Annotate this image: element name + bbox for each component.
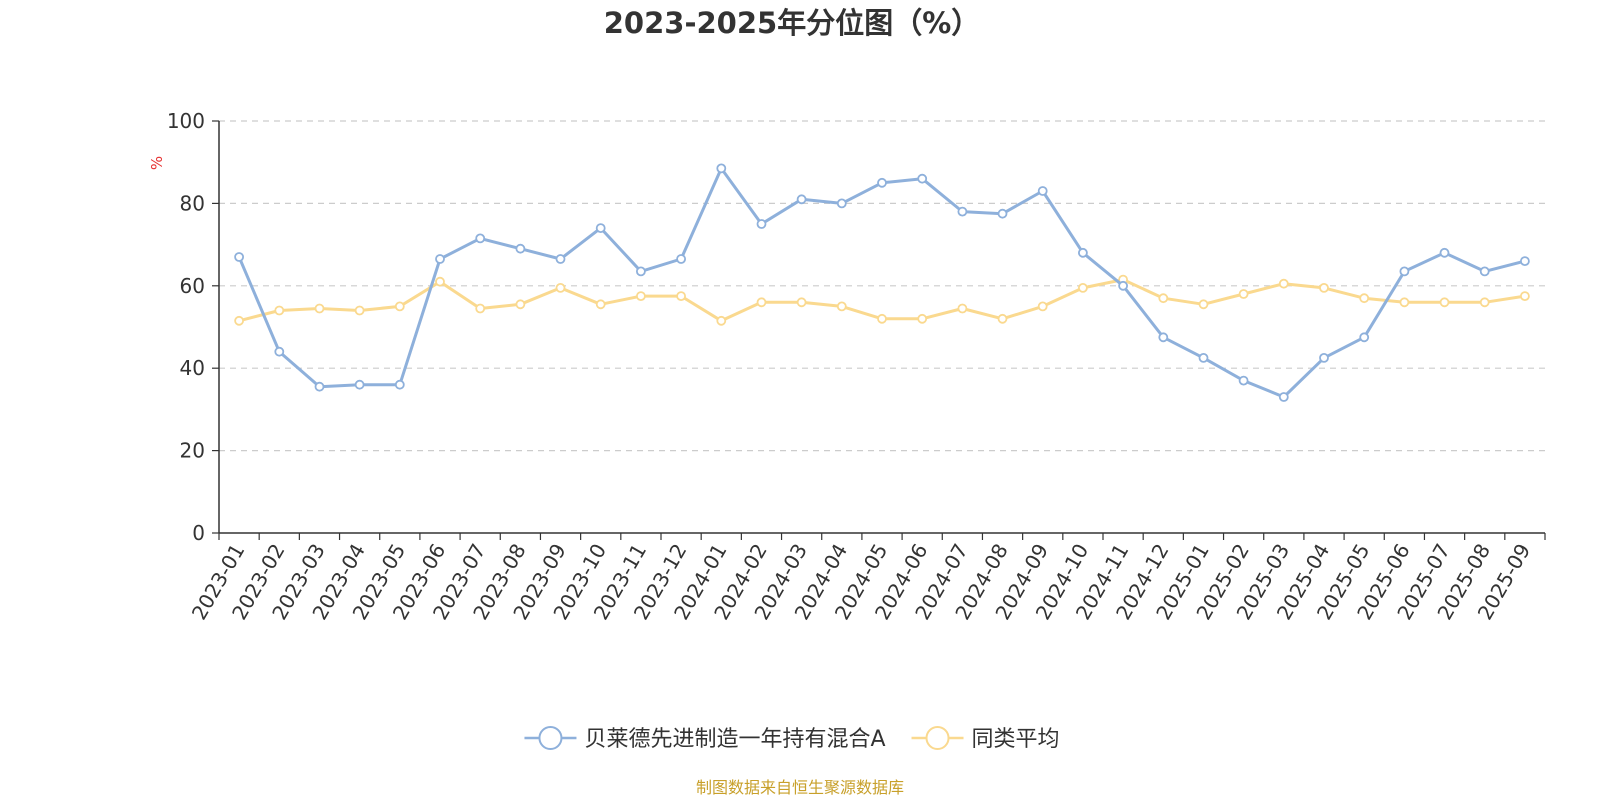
grid-lines [219, 120, 1545, 452]
legend-item[interactable]: 同类平均 [911, 726, 1060, 752]
legend-circle-symbol [538, 726, 563, 750]
data-point[interactable] [394, 379, 405, 390]
data-point[interactable] [1278, 278, 1289, 289]
data-point[interactable] [435, 276, 445, 287]
data-point[interactable] [636, 291, 646, 302]
data-point[interactable] [1439, 247, 1450, 258]
legend-item[interactable]: 贝莱德先进制造一年持有混合A [524, 726, 886, 752]
data-point[interactable] [1399, 266, 1410, 277]
data-point[interactable] [716, 315, 727, 326]
data-point[interactable] [917, 173, 928, 184]
data-point[interactable] [1319, 282, 1329, 293]
data-point[interactable] [234, 315, 245, 326]
x-axis-ticks: 2023-012023-022023-032023-042023-052023-… [187, 533, 1546, 624]
data-point[interactable] [1118, 280, 1128, 291]
data-point[interactable] [716, 163, 727, 174]
y-axis-unit-label: % [148, 156, 166, 170]
data-point[interactable] [756, 297, 767, 308]
data-point[interactable] [1238, 289, 1249, 299]
data-point[interactable] [1479, 266, 1490, 277]
data-point[interactable] [515, 299, 526, 310]
legend-circle-symbol [925, 726, 950, 750]
y-tick-label: 20 [180, 439, 205, 463]
data-point[interactable] [1037, 186, 1048, 196]
data-point[interactable] [475, 303, 486, 314]
data-point[interactable] [957, 303, 968, 314]
data-point[interactable] [917, 313, 928, 324]
y-tick-label: 0 [192, 521, 205, 545]
data-point[interactable] [997, 313, 1008, 324]
data-point[interactable] [1520, 256, 1530, 267]
data-point[interactable] [1198, 299, 1209, 310]
y-axis-ticks: 0 20 40 60 80 100 [167, 109, 219, 545]
series-group [234, 163, 1530, 402]
data-source-note: 制图数据来自恒生聚源数据库 [696, 778, 904, 797]
data-point[interactable] [555, 282, 566, 293]
data-point[interactable] [314, 303, 325, 314]
series-group [234, 274, 1530, 326]
data-point[interactable] [1238, 375, 1249, 386]
data-point[interactable] [1479, 297, 1490, 308]
data-point[interactable] [314, 381, 325, 392]
y-tick-label: 80 [180, 191, 205, 215]
series-lines [234, 163, 1530, 402]
y-tick-label: 100 [167, 109, 205, 133]
data-point[interactable] [877, 177, 887, 188]
data-point[interactable] [957, 206, 968, 217]
data-point[interactable] [1359, 293, 1370, 304]
data-point[interactable] [836, 198, 847, 209]
data-point[interactable] [475, 233, 486, 244]
data-point[interactable] [274, 346, 285, 357]
data-point[interactable] [796, 297, 807, 308]
data-point[interactable] [676, 291, 686, 302]
data-point[interactable] [1439, 297, 1450, 308]
data-point[interactable] [1037, 301, 1048, 312]
data-point[interactable] [1078, 247, 1088, 258]
data-point[interactable] [435, 254, 445, 264]
data-point[interactable] [394, 301, 405, 312]
data-point[interactable] [1399, 297, 1410, 308]
data-point[interactable] [555, 254, 566, 264]
legend: 贝莱德先进制造一年持有混合A 同类平均 [524, 726, 1060, 752]
data-point[interactable] [1158, 293, 1169, 304]
data-point[interactable] [1359, 332, 1370, 343]
data-point[interactable] [1198, 352, 1209, 363]
data-point[interactable] [1278, 392, 1289, 402]
data-point[interactable] [274, 305, 285, 316]
data-point[interactable] [676, 254, 686, 264]
data-point[interactable] [595, 223, 606, 234]
axes [218, 121, 1545, 534]
data-point[interactable] [354, 379, 365, 390]
data-point[interactable] [877, 313, 887, 324]
chart-title: 2023-2025年分位图（%） [604, 6, 981, 40]
data-point[interactable] [1158, 332, 1169, 343]
data-point[interactable] [1078, 282, 1088, 293]
data-point[interactable] [515, 243, 526, 254]
series-line [237, 166, 1526, 399]
legend-label: 贝莱德先进制造一年持有混合A [584, 727, 885, 752]
data-point[interactable] [1520, 291, 1530, 302]
legend-label: 同类平均 [972, 727, 1060, 752]
data-point[interactable] [354, 305, 365, 316]
y-tick-label: 40 [180, 356, 205, 380]
data-point[interactable] [756, 219, 767, 229]
data-point[interactable] [1319, 352, 1329, 363]
data-point[interactable] [997, 208, 1008, 219]
data-point[interactable] [796, 194, 807, 205]
data-point[interactable] [595, 299, 606, 310]
data-point[interactable] [234, 252, 245, 262]
data-point[interactable] [836, 301, 847, 312]
y-tick-label: 60 [180, 274, 205, 298]
data-point[interactable] [636, 266, 646, 277]
